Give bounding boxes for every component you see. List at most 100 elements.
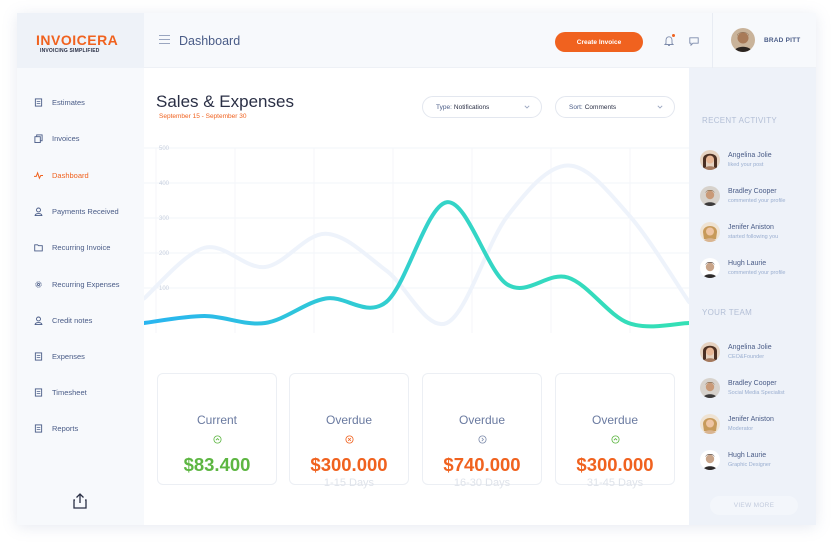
card-subtitle: 16-30 Days bbox=[453, 477, 511, 489]
app-window: INVOICERA INVOICING SIMPLIFIED Estimates… bbox=[17, 13, 816, 525]
card-title: Current bbox=[196, 413, 237, 427]
team-member[interactable]: Angelina Jolie CEO&Founder bbox=[700, 342, 815, 364]
summary-card-overdue-1-15[interactable]: Overdue $300.000 1-15 Days bbox=[289, 373, 409, 489]
notification-dot bbox=[672, 34, 675, 37]
person-role: Graphic Designer bbox=[728, 462, 771, 468]
main-content: Sales & Expenses September 15 - Septembe… bbox=[144, 68, 689, 525]
sort-value: Comments bbox=[584, 103, 617, 111]
sidebar-item-label: Invoices bbox=[52, 133, 80, 143]
team-member[interactable]: Jenifer Aniston Moderator bbox=[700, 414, 815, 436]
avatar bbox=[700, 258, 720, 278]
card-title: Overdue bbox=[591, 413, 639, 427]
y-tick-label: 400 bbox=[159, 181, 170, 187]
card-value: $300.000 bbox=[576, 454, 654, 475]
sidebar-item-label: Reports bbox=[52, 423, 79, 433]
sidebar-item-payments-received[interactable]: Payments Received bbox=[17, 200, 144, 222]
avatar bbox=[700, 186, 720, 206]
page-title: Dashboard bbox=[179, 34, 241, 48]
avatar bbox=[700, 222, 720, 242]
activity-description: commented your profile bbox=[728, 198, 786, 204]
top-bar: Dashboard Create Invoice BRAD PITT bbox=[144, 13, 816, 68]
sidebar-item-label: Estimates bbox=[52, 97, 85, 107]
person-role: CEO&Founder bbox=[728, 354, 765, 360]
card-title: Overdue bbox=[325, 413, 373, 427]
person-name: Jenifer Aniston bbox=[728, 416, 774, 423]
chart-title: Sales & Expenses bbox=[156, 92, 294, 111]
share-icon[interactable] bbox=[72, 493, 88, 509]
sort-key: Sort: bbox=[569, 103, 583, 111]
avatar bbox=[700, 414, 720, 434]
y-tick-label: 200 bbox=[159, 251, 170, 257]
sidebar-item-label: Expenses bbox=[52, 351, 85, 361]
sidebar-item-invoices[interactable]: Invoices bbox=[17, 127, 144, 149]
hamburger-menu-icon[interactable] bbox=[159, 35, 170, 44]
series-line-faint bbox=[144, 163, 689, 327]
recent-activity-heading: RECENT ACTIVITY bbox=[702, 116, 778, 125]
y-tick-label: 100 bbox=[159, 286, 170, 292]
sidebar-item-label: Recurring Invoice bbox=[52, 242, 111, 252]
sidebar-item-estimates[interactable]: Estimates bbox=[17, 91, 144, 113]
sidebar-item-credit-notes[interactable]: Credit notes bbox=[17, 309, 144, 331]
activity-description: liked your post bbox=[728, 162, 764, 168]
avatar bbox=[700, 378, 720, 398]
copy-icon bbox=[34, 133, 43, 143]
activity-item[interactable]: Bradley Cooper commented your profile bbox=[700, 186, 815, 208]
arrow-up-circle-icon bbox=[213, 435, 222, 444]
card-value: $83.400 bbox=[183, 454, 251, 475]
document-icon bbox=[34, 97, 43, 107]
person-name: Bradley Cooper bbox=[728, 380, 777, 387]
activity-panel: RECENT ACTIVITY Angelina Jolie liked you… bbox=[689, 68, 816, 525]
document-icon bbox=[34, 423, 43, 433]
create-invoice-button[interactable]: Create Invoice bbox=[555, 32, 643, 52]
activity-item[interactable]: Jenifer Aniston started following you bbox=[700, 222, 815, 244]
document-icon bbox=[34, 351, 43, 361]
sidebar-item-recurring-invoice[interactable]: Recurring Invoice bbox=[17, 236, 144, 258]
gear-icon bbox=[35, 280, 42, 288]
summary-card-overdue-31-45[interactable]: Overdue $300.000 31-45 Days bbox=[555, 373, 675, 489]
sort-dropdown[interactable]: Sort: Comments bbox=[555, 96, 675, 118]
series-line-main bbox=[144, 200, 689, 329]
header-divider bbox=[712, 13, 713, 68]
person-name: Hugh Laurie bbox=[728, 452, 767, 459]
user-name[interactable]: BRAD PITT bbox=[764, 37, 801, 44]
sidebar-item-label: Credit notes bbox=[52, 315, 93, 325]
sidebar-item-label: Recurring Expenses bbox=[52, 279, 120, 289]
person-name: Hugh Laurie bbox=[728, 260, 767, 267]
sidebar-item-expenses[interactable]: Expenses bbox=[17, 345, 144, 367]
chevron-down-icon bbox=[657, 105, 663, 109]
arrow-right-circle-icon bbox=[478, 435, 487, 444]
person-name: Jenifer Aniston bbox=[728, 224, 774, 231]
logo-text: INVOICERA bbox=[36, 32, 119, 48]
sidebar-item-recurring-expenses[interactable]: Recurring Expenses bbox=[17, 273, 144, 295]
activity-description: started following you bbox=[728, 234, 779, 240]
sidebar: INVOICERA INVOICING SIMPLIFIED Estimates… bbox=[17, 13, 144, 525]
bell-icon[interactable] bbox=[664, 35, 674, 47]
team-member[interactable]: Hugh Laurie Graphic Designer bbox=[700, 450, 815, 472]
y-tick-label: 300 bbox=[159, 216, 170, 222]
user-icon bbox=[34, 207, 43, 216]
logo[interactable]: INVOICERA INVOICING SIMPLIFIED bbox=[17, 13, 144, 68]
sidebar-item-timesheet[interactable]: Timesheet bbox=[17, 381, 144, 403]
type-filter-dropdown[interactable]: Type: Notifications bbox=[422, 96, 542, 118]
sidebar-item-label: Payments Received bbox=[52, 206, 119, 216]
card-subtitle: 31-45 Days bbox=[586, 477, 644, 489]
activity-item[interactable]: Angelina Jolie liked your post bbox=[700, 150, 815, 172]
view-more-button[interactable]: VIEW MORE bbox=[710, 496, 798, 515]
person-role: Social Media Specialist bbox=[728, 390, 785, 396]
card-value: $300.000 bbox=[310, 454, 388, 475]
card-title: Overdue bbox=[458, 413, 506, 427]
person-role: Moderator bbox=[728, 426, 754, 432]
summary-card-overdue-16-30[interactable]: Overdue $740.000 16-30 Days bbox=[422, 373, 542, 489]
date-range: September 15 - September 30 bbox=[159, 113, 247, 120]
card-value: $740.000 bbox=[443, 454, 521, 475]
sidebar-item-dashboard[interactable]: Dashboard bbox=[17, 164, 144, 186]
type-filter-value: Notifications bbox=[453, 103, 490, 111]
chat-icon[interactable] bbox=[689, 37, 699, 46]
user-avatar[interactable] bbox=[731, 28, 755, 52]
type-filter-key: Type: bbox=[436, 103, 452, 111]
card-subtitle: 1-15 Days bbox=[323, 477, 375, 489]
sidebar-item-reports[interactable]: Reports bbox=[17, 417, 144, 439]
team-member[interactable]: Bradley Cooper Social Media Specialist bbox=[700, 378, 815, 400]
activity-item[interactable]: Hugh Laurie commented your profile bbox=[700, 258, 815, 280]
summary-card-current[interactable]: Current $83.400 bbox=[157, 373, 277, 485]
